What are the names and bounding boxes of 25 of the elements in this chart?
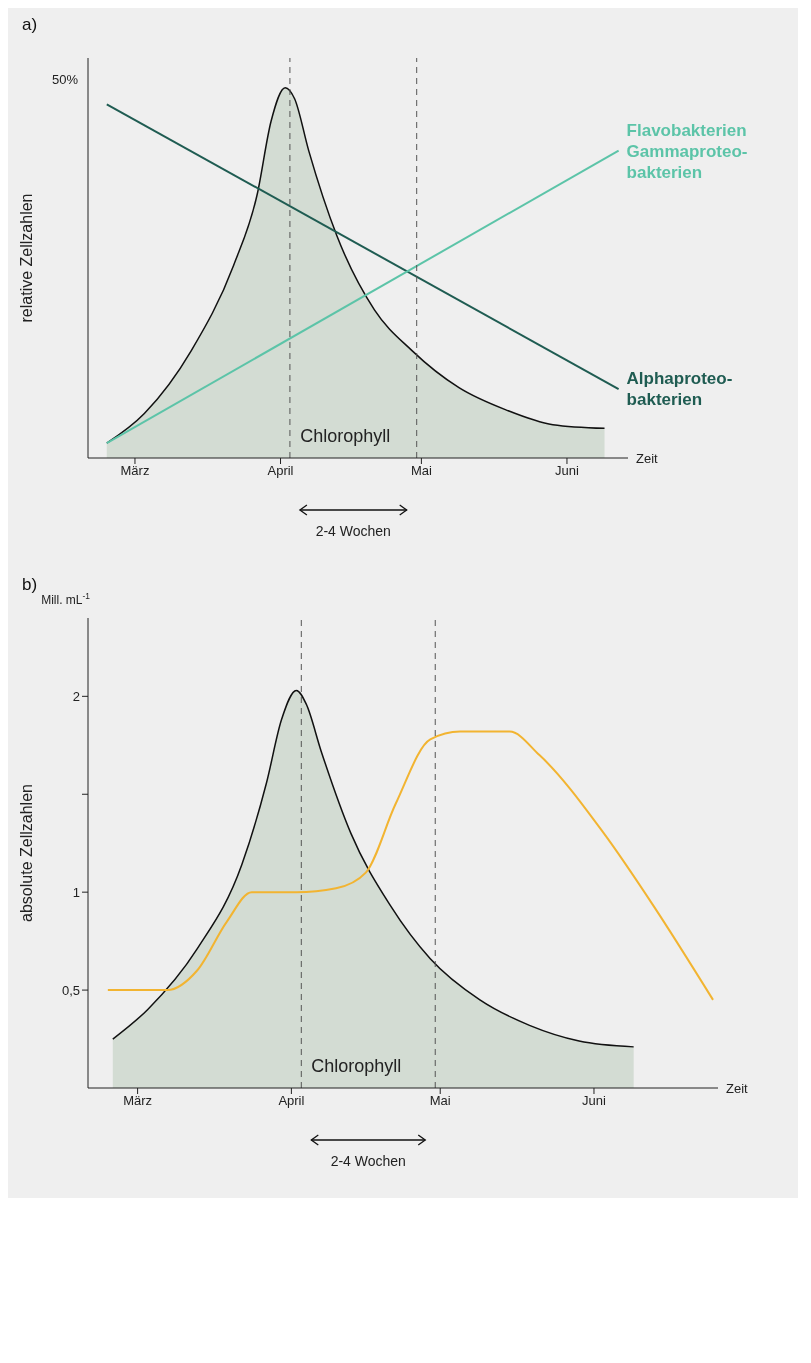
series-label: Chlorophyll [311,1056,402,1076]
y-axis-title: relative Zellzahlen [18,193,35,323]
x-tick-label: Mai [410,463,432,479]
x-tick-label: März [123,1093,153,1109]
x-tick-label: April [267,463,294,479]
x-tick-label: Juni [555,463,579,479]
x-tick-label: Mai [429,1093,451,1109]
series-label: Chlorophyll [300,426,391,446]
chart-title: b) [22,575,38,594]
y-tick-label: 2 [72,688,80,704]
y-axis-title: absolute Zellzahlen [18,784,35,922]
text: 2-4 Wochen [330,1153,406,1169]
y-tick-label: 1 [72,884,80,900]
text: 2-4 Wochen [315,523,391,539]
x-tick-label: März [120,463,150,479]
x-axis-title: Zeit [726,1081,749,1096]
series-label: Alphaproteo- bakterien [626,369,733,410]
text: Mill. mL$^{-1}$ [41,591,91,607]
text: 50% [51,72,79,88]
chart-title: a) [22,15,38,34]
x-tick-label: Juni [582,1093,607,1109]
y-tick-label: 0,5 [61,982,80,998]
x-tick-label: April [278,1093,305,1109]
x-axis-title: Zeit [636,451,659,466]
series-label: Flavobakterien Gammaproteo- bakterien [626,120,748,182]
